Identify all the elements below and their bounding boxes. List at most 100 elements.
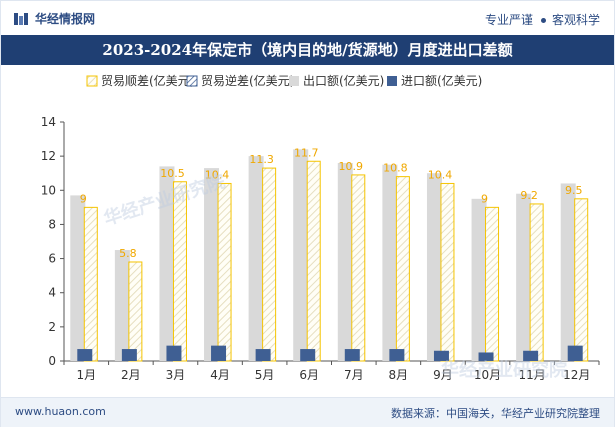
surplus-bar [485,206,500,362]
y-tick-label: 4 [48,286,56,300]
legend-label: 进口额(亿美元) [401,73,482,88]
export-bar [293,149,309,361]
data-label: 10.8 [383,162,408,175]
surplus-bar [440,182,455,362]
legend: 贸易顺差(亿美元) 贸易逆差(亿美元) 出口额(亿美元) 进口额(亿美元) [86,73,482,88]
x-tick-label: 8月 [389,368,409,382]
x-tick-label: 3月 [166,368,186,382]
legend-item: 出口额(亿美元) [289,73,384,88]
surplus-bar [262,167,277,362]
x-tick-label: 5月 [255,368,275,382]
import-bar [567,345,583,361]
y-tick-label: 12 [41,149,56,163]
y-tick-label: 0 [48,354,56,368]
footer-source: 数据来源：中国海关，华经产业研究院整理 [391,407,600,420]
y-tick-label: 8 [48,217,56,231]
dot-icon [540,17,546,23]
data-label: 9.2 [520,189,538,202]
surplus-bar [172,181,187,362]
export-bar [114,250,130,361]
legend-item: 贸易逆差(亿美元) [186,73,294,88]
export-bar [516,193,532,361]
x-tick-label: 2月 [121,368,141,382]
logo-icon [14,12,28,25]
bar-group: 10.8 [382,162,410,362]
brand: 华经情报网 [13,10,95,27]
y-tick-label: 6 [48,252,56,266]
import-bar [344,349,360,361]
surplus-bar [395,176,410,362]
import-bar [389,349,405,361]
chart-title: 2023-2024年保定市（境内目的地/货源地）月度进出口差额 [1,35,614,65]
x-tick-label: 12月 [563,368,590,382]
x-tick-label: 4月 [210,368,230,382]
data-label: 9 [481,192,488,205]
export-bar [337,162,353,361]
legend-swatch [289,76,299,86]
bar-group: 9.5 [560,183,589,362]
import-bar [433,350,449,361]
y-tick-label: 10 [41,183,56,197]
export-bar [159,166,175,361]
bar-group: 11.3 [248,153,277,362]
data-label: 10.5 [160,167,185,180]
x-tick-label: 1月 [76,368,96,382]
bar-group: 10.9 [337,160,366,362]
surplus-bar [306,160,321,362]
bar-group: 11.7 [293,146,321,362]
data-label: 9 [80,192,87,205]
export-bar [70,195,86,361]
legend-label: 贸易逆差(亿美元) [201,73,294,88]
bar-group: 10.4 [204,168,232,362]
x-tick-label: 11月 [518,368,545,382]
export-bar [248,156,264,361]
import-bar [523,350,539,361]
export-bar [471,198,487,361]
export-bar [204,168,220,361]
data-label: 11.3 [249,153,274,166]
import-bar [255,349,271,361]
data-label: 10.4 [205,168,230,181]
export-bar [560,183,576,361]
legend-label: 出口额(亿美元) [303,73,384,88]
y-tick-label: 2 [48,320,56,334]
x-axis: 1月 2月 3月 4月 5月 6月 7月 8月 9月 10月 11月 12月 [63,361,600,382]
bar-group: 9 [70,192,98,362]
data-label: 5.8 [119,247,137,260]
surplus-bar [351,174,366,362]
import-bar [211,345,227,361]
footer: www.huaon.com 数据来源：中国海关，华经产业研究院整理 [1,397,614,427]
export-bar [382,164,398,361]
x-tick-label: 10月 [474,368,501,382]
x-tick-label: 7月 [344,368,364,382]
legend-item: 进口额(亿美元) [387,73,482,88]
data-label: 10.9 [339,160,364,173]
bar-group: 10.4 [426,168,455,362]
legend-label: 贸易顺差(亿美元) [101,73,194,88]
data-label: 10.4 [428,168,453,181]
bar-group: 5.8 [114,247,143,362]
surplus-bar [574,198,589,362]
legend-swatch [387,76,397,86]
bar-group: 9 [471,192,500,362]
surplus-bar [217,182,232,362]
legend-swatch [186,75,198,87]
import-bar [478,352,494,361]
chart-svg: 贸易顺差(亿美元) 贸易逆差(亿美元) 出口额(亿美元) 进口额(亿美元) 0 2 4 6 8… [41,73,600,382]
legend-swatch [86,75,98,87]
export-bar [426,173,442,361]
surplus-bar [529,203,544,362]
import-bar [300,349,316,361]
import-bar [121,349,137,361]
import-bar [77,349,93,361]
brand-name: 华经情报网 [35,12,96,26]
x-tick-label: 6月 [299,368,319,382]
x-tick-label: 9月 [433,368,453,382]
surplus-bar [83,206,98,362]
bars: 9 5.8 10.5 10.4 11.3 11.7 10.9 10.8 10.4 9 9.2 9.5 [70,146,589,362]
top-bar: 华经情报网 专业严谨 客观科学 [1,1,614,35]
surplus-bar [128,261,143,362]
y-tick-label: 14 [41,115,56,129]
tagline: 专业严谨 客观科学 [485,11,600,28]
